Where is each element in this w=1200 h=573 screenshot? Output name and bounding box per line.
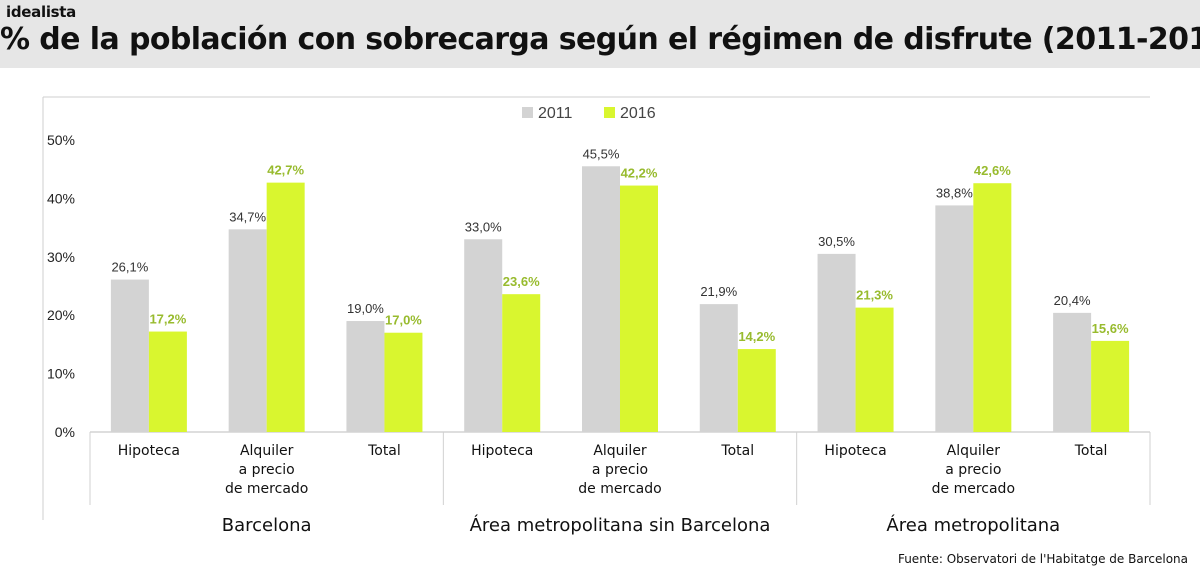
- category-label: Alquiler: [947, 443, 1001, 459]
- bar-2011: [817, 253, 856, 432]
- group-label: Barcelona: [222, 515, 312, 536]
- bar-2011: [110, 279, 149, 432]
- bar-2011: [1053, 312, 1092, 432]
- bar-2011: [228, 229, 267, 432]
- idealista-logo: idealista: [6, 3, 76, 21]
- data-label-2011: 20,4%: [1054, 293, 1091, 308]
- legend-label-2011: 2011: [538, 105, 573, 122]
- legend-swatch-2016: [604, 107, 615, 118]
- group-label: Área metropolitana: [886, 514, 1060, 536]
- category-label: de mercado: [225, 481, 308, 497]
- data-label-2016: 14,2%: [738, 329, 775, 344]
- data-label-2016: 21,3%: [856, 288, 893, 303]
- data-label-2016: 17,2%: [149, 312, 186, 327]
- y-tick-label: 40%: [47, 190, 75, 206]
- data-label-2011: 34,7%: [229, 209, 266, 224]
- bar-2016: [266, 182, 305, 432]
- category-label: a precio: [592, 462, 648, 478]
- category-label: a precio: [945, 462, 1001, 478]
- bar-2011: [346, 321, 385, 432]
- category-label: Total: [367, 443, 401, 459]
- category-label: a precio: [239, 462, 295, 478]
- data-label-2011: 30,5%: [818, 234, 855, 249]
- bar-2016: [148, 331, 187, 432]
- data-label-2016: 42,7%: [267, 163, 304, 178]
- data-label-2011: 33,0%: [465, 219, 502, 234]
- chart-title: % de la población con sobrecarga según e…: [0, 22, 1200, 57]
- category-label: de mercado: [578, 481, 661, 497]
- bar-2016: [973, 183, 1012, 432]
- y-tick-label: 10%: [47, 366, 75, 382]
- data-label-2011: 21,9%: [700, 284, 737, 299]
- data-label-2016: 42,2%: [621, 166, 658, 181]
- bar-2016: [737, 349, 776, 432]
- data-label-2016: 42,6%: [974, 163, 1011, 178]
- data-label-2011: 45,5%: [583, 146, 620, 161]
- group-label: Área metropolitana sin Barcelona: [470, 514, 771, 536]
- category-label: Total: [720, 443, 754, 459]
- legend-swatch-2011: [522, 107, 533, 118]
- bar-2016: [855, 307, 894, 432]
- category-label: Total: [1074, 443, 1108, 459]
- header-bar: idealista % de la población con sobrecar…: [0, 0, 1200, 68]
- category-label: Alquiler: [240, 443, 294, 459]
- y-tick-label: 50%: [47, 132, 75, 148]
- bar-2016: [384, 332, 423, 432]
- data-label-2016: 17,0%: [385, 313, 422, 328]
- bar-2011: [582, 166, 620, 432]
- category-label: Hipoteca: [471, 443, 533, 459]
- legend-label-2016: 2016: [620, 105, 656, 122]
- bar-2011: [464, 239, 503, 432]
- bar-chart: 0% 10% 20% 30% 40% 50% 2011 2016 26,1% 17,2% Hipot…: [42, 96, 1151, 536]
- bar-2011: [935, 205, 974, 432]
- data-label-2011: 38,8%: [936, 185, 973, 200]
- data-label-2011: 19,0%: [347, 301, 384, 316]
- y-tick-label: 0%: [55, 424, 75, 440]
- category-label: Alquiler: [593, 443, 647, 459]
- bar-2016: [1091, 340, 1130, 432]
- data-label-2016: 23,6%: [503, 274, 540, 289]
- data-label-2016: 15,6%: [1092, 321, 1129, 336]
- bar-2011: [699, 304, 738, 432]
- category-label: Hipoteca: [824, 443, 886, 459]
- bar-2016: [502, 294, 541, 432]
- y-tick-label: 20%: [47, 307, 75, 323]
- category-label: de mercado: [932, 481, 1015, 497]
- source-note: Fuente: Observatori de l'Habitatge de Ba…: [897, 552, 1188, 566]
- y-tick-label: 30%: [47, 249, 75, 265]
- bar-2016: [620, 185, 658, 432]
- category-label: Hipoteca: [118, 443, 180, 459]
- data-label-2011: 26,1%: [111, 260, 148, 275]
